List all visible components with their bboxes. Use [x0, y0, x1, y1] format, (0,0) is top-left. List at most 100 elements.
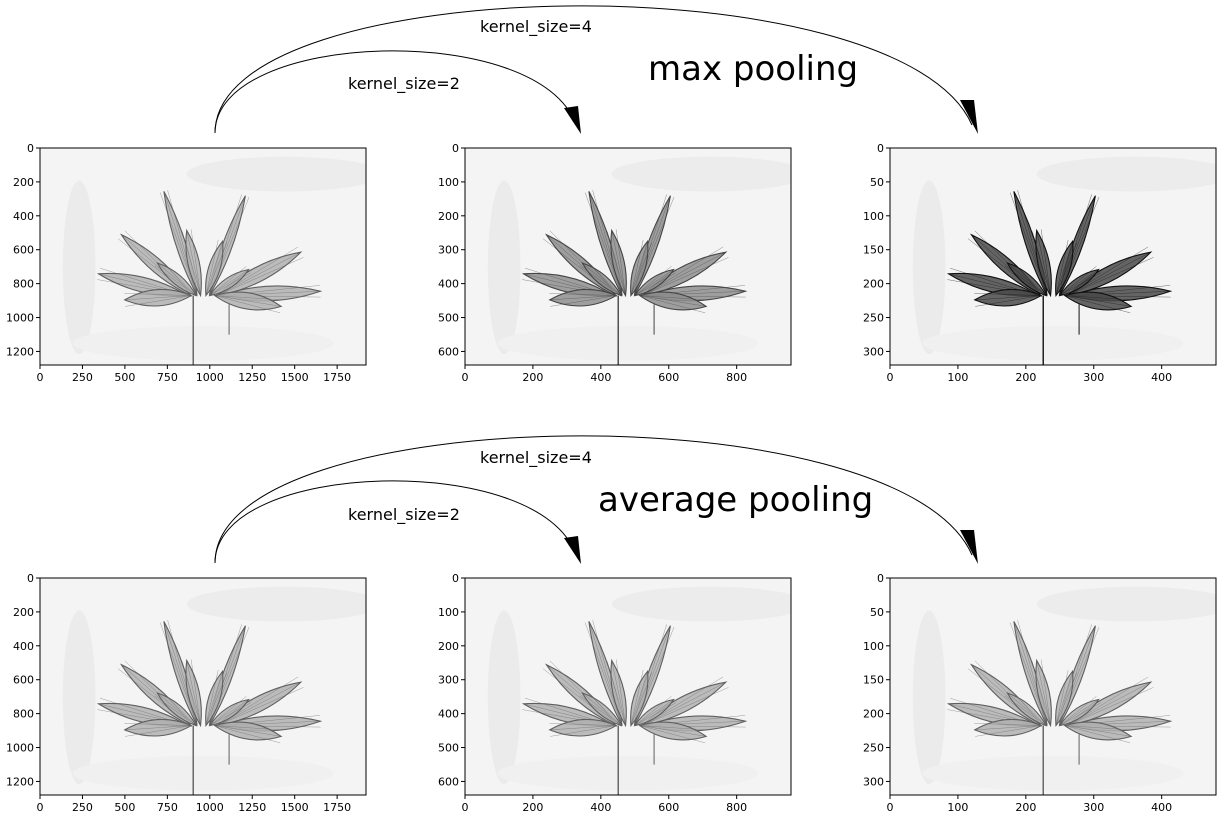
- x-tick-label: 0: [462, 801, 469, 814]
- y-tick-label: 800: [13, 708, 34, 721]
- section-title: average pooling: [598, 480, 873, 520]
- x-tick-label: 0: [462, 371, 469, 384]
- x-tick-label: 1750: [323, 801, 351, 814]
- y-tick-label: 0: [452, 572, 459, 585]
- arrow-kernel-4-avg: [214, 435, 978, 564]
- section-title: max pooling: [648, 49, 858, 89]
- kernel-size-4-label: kernel_size=4: [480, 17, 592, 37]
- y-tick-label: 1200: [6, 345, 34, 358]
- x-tick-label: 500: [114, 371, 135, 384]
- y-tick-label: 100: [438, 606, 459, 619]
- x-tick-label: 1500: [281, 801, 309, 814]
- y-tick-label: 400: [13, 210, 34, 223]
- y-tick-label: 300: [863, 775, 884, 788]
- x-tick-label: 1250: [238, 371, 266, 384]
- x-tick-label: 400: [590, 371, 611, 384]
- y-tick-label: 800: [13, 278, 34, 291]
- y-tick-label: 600: [13, 674, 34, 687]
- x-tick-label: 300: [1083, 371, 1104, 384]
- lotus-image: [40, 578, 366, 795]
- y-tick-label: 600: [13, 244, 34, 257]
- kernel-size-2-label: kernel_size=2: [348, 74, 460, 94]
- y-tick-label: 500: [438, 742, 459, 755]
- x-tick-label: 1750: [323, 371, 351, 384]
- lotus-image: [890, 148, 1216, 365]
- x-tick-label: 200: [1015, 801, 1036, 814]
- y-tick-label: 200: [438, 640, 459, 653]
- y-tick-label: 0: [452, 142, 459, 155]
- kernel-size-4-label: kernel_size=4: [480, 448, 592, 468]
- x-tick-label: 100: [947, 371, 968, 384]
- x-tick-label: 800: [726, 371, 747, 384]
- y-tick-label: 100: [863, 640, 884, 653]
- y-tick-label: 250: [863, 742, 884, 755]
- y-tick-label: 0: [877, 572, 884, 585]
- image-panel-original: 0 250 500 750 1000 1250 1500 1750 0 200 400 600 800 1…: [6, 142, 367, 384]
- y-tick-label: 0: [27, 572, 34, 585]
- image-panel-original: 0 250 500 750 1000 1250 1500 1750 0 200 400 600 800 1…: [6, 572, 367, 814]
- x-tick-label: 300: [1083, 801, 1104, 814]
- y-tick-label: 300: [863, 345, 884, 358]
- y-tick-label: 150: [863, 244, 884, 257]
- y-tick-label: 50: [870, 606, 884, 619]
- y-tick-label: 50: [870, 176, 884, 189]
- image-panel-kernel-4: 0 100 200 300 400 0 50 100 150 200 250 300: [863, 572, 1217, 814]
- y-tick-label: 100: [438, 176, 459, 189]
- x-tick-label: 400: [1151, 801, 1172, 814]
- x-tick-label: 0: [887, 371, 894, 384]
- y-tick-label: 200: [863, 278, 884, 291]
- x-tick-label: 750: [157, 371, 178, 384]
- y-tick-label: 600: [438, 345, 459, 358]
- y-tick-label: 200: [13, 606, 34, 619]
- x-tick-label: 0: [887, 801, 894, 814]
- y-tick-label: 300: [438, 244, 459, 257]
- y-tick-label: 200: [13, 176, 34, 189]
- axes-frame: [464, 577, 792, 796]
- y-tick-label: 400: [438, 708, 459, 721]
- axes-frame: [39, 577, 367, 796]
- arrow-kernel-2-max: [214, 50, 581, 134]
- y-tick-label: 0: [27, 142, 34, 155]
- kernel-size-2-label: kernel_size=2: [348, 505, 460, 525]
- y-tick-label: 200: [863, 708, 884, 721]
- x-tick-label: 200: [522, 801, 543, 814]
- x-tick-label: 1250: [238, 801, 266, 814]
- y-tick-label: 0: [877, 142, 884, 155]
- x-tick-label: 250: [72, 371, 93, 384]
- arrow-kernel-4-max: [214, 5, 978, 134]
- x-tick-label: 600: [658, 371, 679, 384]
- lotus-image: [40, 148, 366, 365]
- y-tick-label: 300: [438, 674, 459, 687]
- y-tick-label: 100: [863, 210, 884, 223]
- y-tick-label: 200: [438, 210, 459, 223]
- x-tick-label: 0: [37, 801, 44, 814]
- x-tick-label: 400: [1151, 371, 1172, 384]
- x-tick-label: 600: [658, 801, 679, 814]
- lotus-image: [465, 148, 791, 365]
- x-tick-label: 200: [1015, 371, 1036, 384]
- x-tick-label: 200: [522, 371, 543, 384]
- axes-frame: [464, 147, 792, 366]
- y-tick-label: 400: [438, 278, 459, 291]
- y-tick-label: 250: [863, 312, 884, 325]
- x-tick-label: 1000: [196, 801, 224, 814]
- average-pooling-section: kernel_size=4 kernel_size=2 average pool…: [6, 435, 1217, 814]
- y-tick-label: 150: [863, 674, 884, 687]
- axes-frame: [889, 577, 1217, 796]
- y-tick-label: 600: [438, 775, 459, 788]
- max-pooling-section: kernel_size=4 kernel_size=2 max pooling …: [6, 5, 1217, 384]
- x-tick-label: 500: [114, 801, 135, 814]
- y-tick-label: 1000: [6, 312, 34, 325]
- y-tick-label: 1000: [6, 742, 34, 755]
- x-tick-label: 750: [157, 801, 178, 814]
- x-tick-label: 250: [72, 801, 93, 814]
- image-panel-kernel-4: 0 100 200 300 400 0 50 100 150 200 250 300: [863, 142, 1217, 384]
- y-tick-label: 1200: [6, 775, 34, 788]
- x-tick-label: 0: [37, 371, 44, 384]
- x-tick-label: 1500: [281, 371, 309, 384]
- axes-frame: [889, 147, 1217, 366]
- x-tick-label: 800: [726, 801, 747, 814]
- x-tick-label: 1000: [196, 371, 224, 384]
- arrow-kernel-2-avg: [214, 480, 581, 564]
